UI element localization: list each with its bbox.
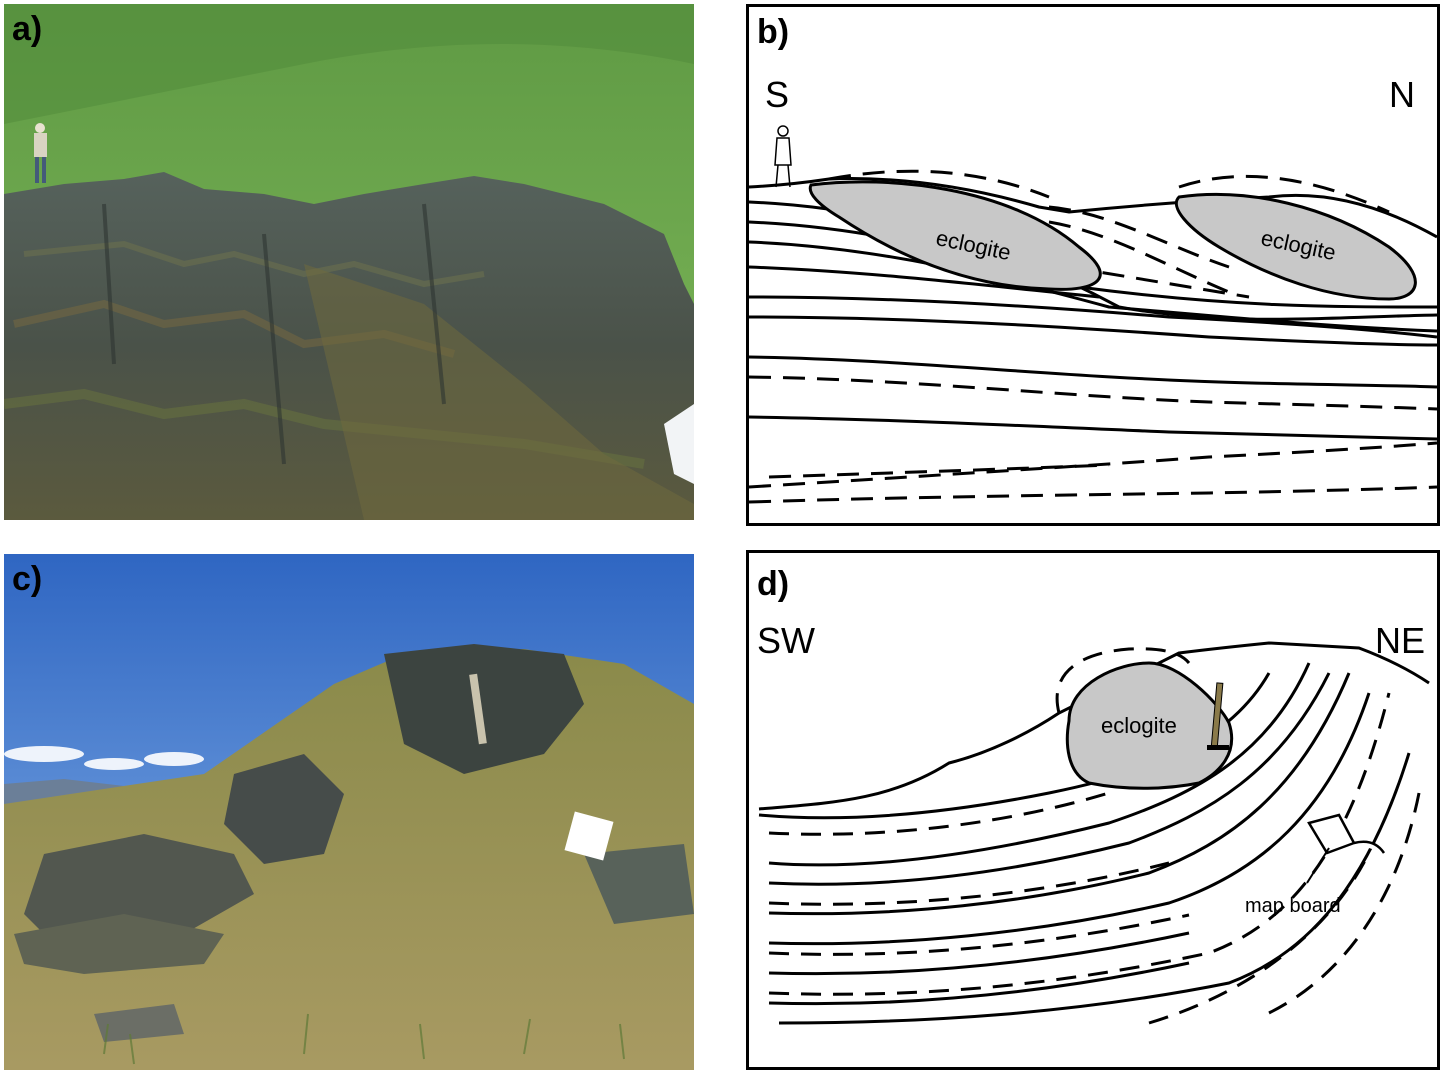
eclogite-body-2 — [1175, 192, 1417, 301]
panel-d-sketch: d) SW NE eclogite map board — [746, 550, 1440, 1070]
map-board-pointer — [1306, 847, 1330, 884]
person-figure — [34, 123, 47, 183]
direction-south: S — [765, 74, 790, 115]
eclogite-label-d: eclogite — [1101, 713, 1177, 738]
panel-d-label: d) — [757, 565, 790, 603]
outcrop-photo-a — [4, 4, 694, 520]
hammer-icon — [1207, 682, 1229, 750]
direction-northeast: NE — [1375, 620, 1426, 661]
panel-b-label: b) — [757, 13, 790, 51]
direction-southwest: SW — [757, 620, 815, 661]
direction-north: N — [1389, 74, 1415, 115]
eclogite-body-1 — [808, 180, 1102, 291]
panel-c-photo: c) — [4, 554, 694, 1070]
map-board-label: map board — [1245, 895, 1341, 917]
panel-a-label: a) — [12, 10, 43, 48]
person-sketch — [774, 125, 792, 188]
map-board-icon — [1307, 813, 1386, 855]
outcrop-sketch-d — [758, 641, 1430, 1025]
eclogite-body-d — [1065, 661, 1234, 790]
panel-a-photo: a) — [4, 4, 694, 520]
panel-b-sketch: b) S N eclogite eclogite — [746, 4, 1440, 526]
outcrop-photo-c — [4, 554, 694, 1070]
outcrop-sketch-b — [749, 125, 1437, 504]
panel-c-label: c) — [12, 560, 43, 598]
